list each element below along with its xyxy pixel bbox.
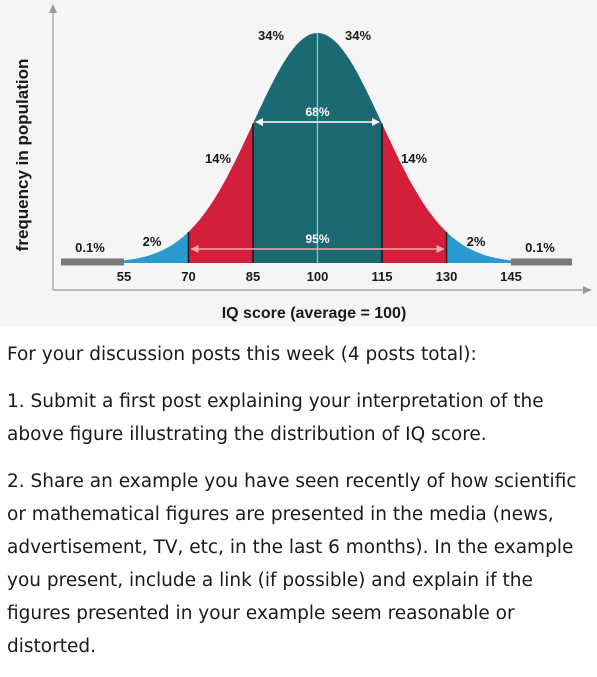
region-area-2 bbox=[188, 123, 253, 263]
chart-svg: 55 70 85 100 115 130 145 0.1% 2%14%34% 34%14%2% 0… bbox=[0, 0, 597, 326]
x-tick-labels: 55 70 85 100 115 130 145 bbox=[117, 269, 522, 284]
region-area-3 bbox=[253, 33, 318, 263]
x-tick-label-6: 145 bbox=[500, 269, 522, 284]
region-area-4 bbox=[317, 33, 382, 263]
x-tick-label-3: 100 bbox=[307, 269, 329, 284]
y-axis-arrow bbox=[49, 4, 57, 13]
range-label-1: 95% bbox=[305, 232, 329, 246]
x-tick-label-0: 55 bbox=[117, 269, 131, 284]
range-arrow-left-1 bbox=[190, 245, 199, 253]
instruction-item-1: 1. Submit a first post explaining your i… bbox=[7, 391, 544, 445]
region-area-1 bbox=[124, 231, 189, 263]
x-tick-label-5: 130 bbox=[436, 269, 458, 284]
axes bbox=[49, 4, 592, 294]
x-axis-arrow bbox=[583, 286, 592, 294]
range-arrow-left-0 bbox=[255, 118, 263, 126]
percent-label-5: 14% bbox=[401, 151, 427, 166]
x-tick-label-1: 70 bbox=[181, 269, 195, 284]
y-axis-label: frequency in population bbox=[13, 59, 32, 252]
percent-label-4: 34% bbox=[345, 28, 371, 43]
percent-label-3: 34% bbox=[258, 28, 284, 43]
percent-label-7: 0.1% bbox=[525, 240, 555, 255]
intro-text: For your discussion posts this week (4 p… bbox=[7, 344, 477, 365]
range-label-0: 68% bbox=[305, 105, 329, 119]
percent-label-1: 2% bbox=[143, 234, 162, 249]
range-arrows: 68% 95% bbox=[190, 105, 445, 253]
percent-label-6: 2% bbox=[467, 234, 486, 249]
region-area-5 bbox=[382, 123, 447, 263]
sd-lines bbox=[187, 33, 448, 263]
x-tick-label-4: 115 bbox=[372, 269, 393, 284]
iq-distribution-chart: 55 70 85 100 115 130 145 0.1% 2% 14% 34% 34% 14% 2% 0… bbox=[0, 0, 597, 326]
instruction-item-2: 2. Share an example you have seen recent… bbox=[7, 471, 577, 657]
percent-label-2: 14% bbox=[205, 151, 231, 166]
range-arrow-right-0 bbox=[372, 118, 380, 126]
range-arrow-right-1 bbox=[436, 245, 445, 253]
discussion-instructions: For your discussion posts this week (4 p… bbox=[7, 338, 592, 677]
region-area-6 bbox=[446, 231, 511, 263]
x-tick-label-2: 85 bbox=[246, 269, 260, 284]
distribution-regions bbox=[61, 33, 572, 266]
x-axis-label: IQ score (average = 100) bbox=[222, 305, 407, 322]
percent-label-0: 0.1% bbox=[75, 240, 105, 255]
region-percent-labels: 0.1% 2% 14% 34% 34% 14% 2% 0.1% bbox=[75, 28, 555, 255]
tail-bar-7 bbox=[511, 258, 572, 266]
tail-bar-0 bbox=[61, 258, 124, 266]
